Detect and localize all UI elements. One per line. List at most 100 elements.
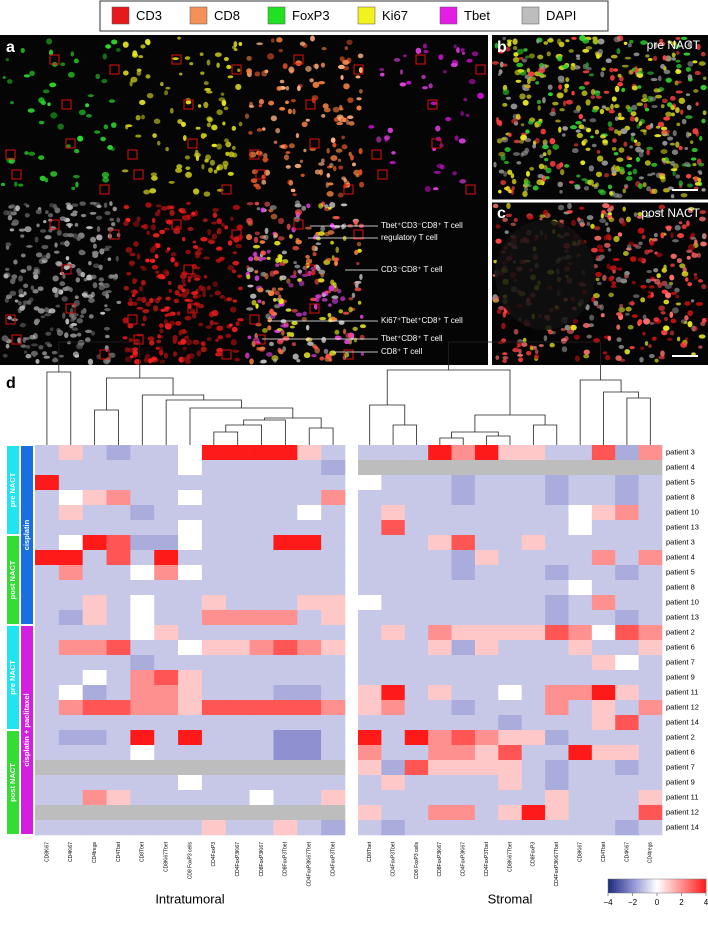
cell: [684, 301, 690, 306]
cell: [125, 247, 132, 253]
cell: [348, 307, 352, 313]
missing-cell: [639, 460, 663, 475]
cell: [24, 350, 28, 353]
cell: [135, 135, 141, 138]
cell: [262, 257, 267, 260]
dendrogram-link: [95, 410, 119, 445]
cell: [684, 315, 689, 321]
cell: [564, 84, 569, 89]
cell: [221, 223, 225, 227]
cell: [15, 205, 20, 211]
cell: [54, 293, 58, 298]
heatmap-cell: [321, 745, 345, 760]
cell: [360, 315, 364, 319]
cell: [75, 182, 78, 188]
cell: [234, 41, 238, 47]
heatmap-cell: [35, 595, 59, 610]
heatmap-cell: [358, 790, 382, 805]
missing-cell: [250, 760, 274, 775]
cell: [160, 309, 165, 312]
cell: [332, 143, 336, 148]
panel-label: c: [497, 205, 506, 222]
heatmap-cell: [321, 490, 345, 505]
cell: [71, 187, 75, 190]
cell: [566, 100, 573, 105]
cell: [183, 135, 187, 141]
heatmap-cell: [639, 775, 663, 790]
cell: [136, 115, 141, 120]
cell: [286, 278, 290, 283]
cell: [96, 234, 102, 240]
cell: [187, 227, 193, 231]
cell: [139, 286, 144, 291]
cell: [671, 194, 675, 198]
cell: [495, 238, 501, 243]
cell: [207, 123, 211, 128]
cell: [521, 123, 524, 126]
heatmap-cell: [475, 790, 499, 805]
heatmap-cell: [592, 745, 616, 760]
heatmap-cell: [592, 520, 616, 535]
missing-cell: [273, 760, 297, 775]
heatmap-cell: [130, 565, 154, 580]
cell: [600, 109, 604, 114]
cell: [247, 285, 253, 288]
cell: [628, 302, 635, 306]
cell: [268, 209, 273, 213]
cell: [587, 222, 590, 226]
cell: [639, 121, 642, 126]
cell: [109, 218, 114, 221]
cell: [658, 75, 662, 81]
cell: [645, 54, 649, 57]
cell: [504, 147, 510, 152]
colorbar-slice: [652, 879, 654, 893]
heatmap-cell: [202, 550, 226, 565]
colorbar-slice: [618, 879, 620, 893]
heatmap-cell: [154, 775, 178, 790]
heatmap-cell: [107, 445, 131, 460]
cell: [333, 257, 340, 261]
heatmap-cell: [178, 700, 202, 715]
cell: [498, 73, 501, 76]
cell: [536, 39, 539, 44]
cell: [165, 87, 170, 90]
cell: [672, 52, 676, 57]
cell: [294, 216, 301, 222]
cell: [617, 313, 623, 316]
cell: [631, 105, 637, 111]
cell: [624, 42, 628, 45]
cell: [237, 68, 240, 72]
colorbar-tick-label: −2: [628, 898, 638, 907]
cell: [573, 110, 580, 114]
cell: [651, 105, 657, 108]
heatmap-cell: [358, 745, 382, 760]
cell: [184, 299, 189, 302]
cell: [143, 224, 148, 230]
row-label: patient 5: [666, 477, 695, 486]
cell: [594, 91, 600, 97]
cell: [514, 218, 518, 222]
heatmap-cell: [83, 505, 107, 520]
heatmap-cell: [202, 700, 226, 715]
cell: [342, 60, 349, 65]
colorbar-slice: [630, 879, 632, 893]
cell: [571, 220, 576, 226]
heatmap-cell: [178, 445, 202, 460]
colorbar-slice: [610, 879, 612, 893]
cell: [179, 208, 185, 214]
heatmap-cell: [475, 745, 499, 760]
heatmap-cell: [178, 790, 202, 805]
cell: [597, 282, 602, 285]
cell: [564, 336, 569, 341]
heatmap-cell: [59, 595, 83, 610]
cell: [451, 63, 458, 67]
colorbar-slice: [680, 879, 682, 893]
cell: [692, 60, 697, 63]
cell: [154, 119, 161, 124]
heatmap-cell: [358, 580, 382, 595]
cell: [152, 358, 159, 363]
column-label: CD4FoxP3Tbet: [330, 841, 336, 876]
cell: [161, 275, 166, 279]
cell: [264, 202, 270, 207]
cell: [493, 162, 496, 168]
